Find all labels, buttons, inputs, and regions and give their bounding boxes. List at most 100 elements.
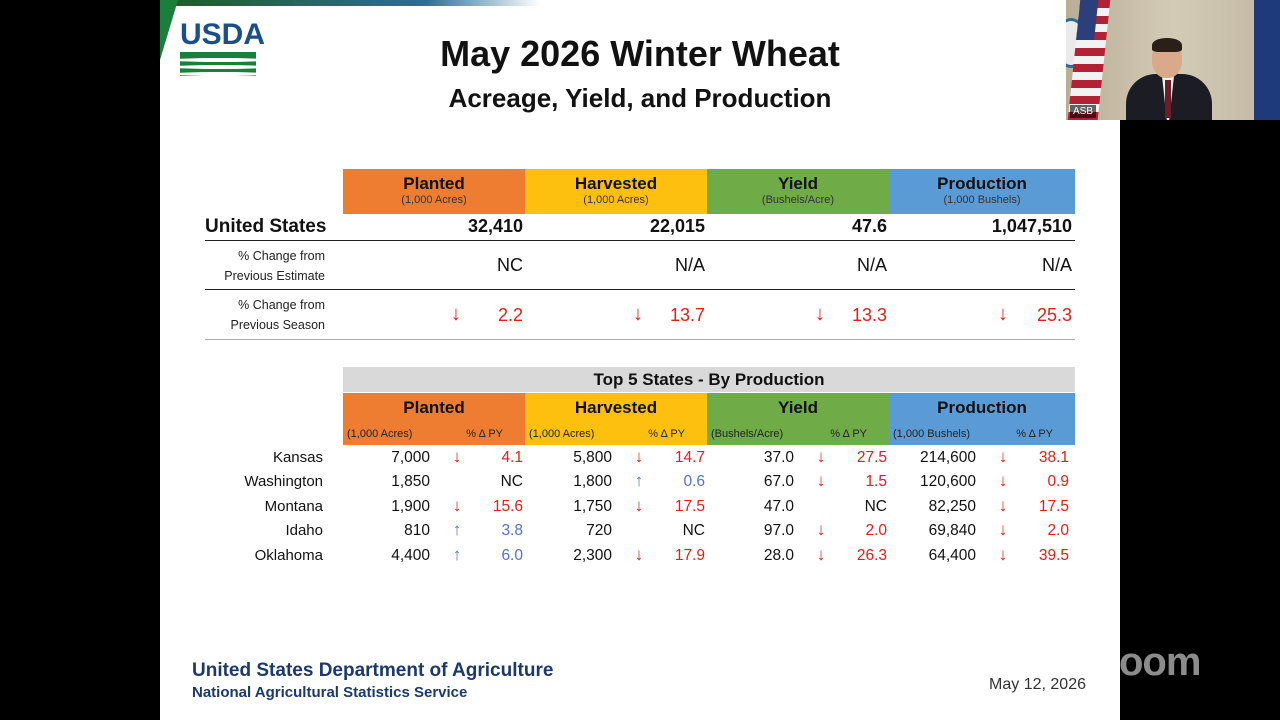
state-pct-change: 14.7	[674, 449, 705, 466]
presentation-slide: USDA May 2026 Winter Wheat Acreage, Yiel…	[160, 0, 1120, 720]
header-harvested: Harvested (1,000 Acres)	[525, 169, 707, 214]
state-pct-change: NC	[500, 473, 523, 490]
top5-header-planted: Planted (1,000 Acres) % Δ PY	[343, 393, 525, 445]
prev-estimate-label: % Change from Previous Estimate	[205, 246, 325, 286]
prev-estimate-label-line1: % Change from	[238, 249, 325, 263]
usda-logo-hills	[180, 52, 256, 76]
state-pct-change: 2.0	[1047, 522, 1069, 539]
prev-estimate-production: N/A	[1041, 255, 1072, 275]
state-value: 47.0	[763, 498, 794, 515]
us-production-value: 1,047,510	[991, 216, 1072, 236]
down-arrow-icon: ↓	[815, 303, 825, 325]
top5-yield-label: Yield	[778, 398, 818, 417]
state-name: Washington	[244, 473, 323, 490]
down-arrow-icon: ↓	[816, 545, 826, 564]
state-pct-change: 6.0	[501, 547, 523, 564]
header-planted: Planted (1,000 Acres)	[343, 169, 525, 214]
zoom-watermark: zoom	[1100, 640, 1201, 684]
state-pct-change: NC	[682, 522, 705, 539]
down-arrow-icon: ↓	[998, 520, 1008, 539]
us-row-label: United States	[205, 216, 327, 237]
down-arrow-icon: ↓	[452, 447, 462, 466]
state-pct-change: 15.6	[492, 498, 523, 515]
prev-estimate-harvested: N/A	[674, 255, 705, 275]
agency-flag	[1254, 0, 1280, 120]
state-value: 720	[586, 522, 612, 539]
header-harvested-unit: (1,000 Acres)	[583, 194, 649, 206]
state-pct-change: 17.5	[674, 498, 705, 515]
prev-season-yield: 13.3	[851, 305, 887, 325]
top5-planted-label: Planted	[403, 398, 465, 417]
us-yield-value: 47.6	[851, 216, 887, 236]
down-arrow-icon: ↓	[998, 545, 1008, 564]
up-arrow-icon: ↑	[634, 471, 644, 490]
state-name: Montana	[264, 498, 323, 515]
down-arrow-icon: ↓	[998, 471, 1008, 490]
state-pct-change: NC	[864, 498, 887, 515]
prev-season-production: 25.3	[1036, 305, 1072, 325]
top5-harvested-pct-label: % Δ PY	[648, 428, 685, 440]
state-pct-change: 17.5	[1038, 498, 1069, 515]
state-value: 1,850	[391, 473, 430, 490]
divider	[205, 289, 1075, 290]
state-pct-change: 26.3	[856, 547, 887, 564]
state-value: 1,750	[573, 498, 612, 515]
state-name: Kansas	[272, 449, 323, 466]
prev-estimate-planted: NC	[497, 255, 523, 275]
footer-agency: National Agricultural Statistics Service	[192, 684, 468, 701]
top-accent-bar	[160, 0, 540, 6]
prev-estimate-label-line2: Previous Estimate	[224, 269, 325, 283]
header-yield-unit: (Bushels/Acre)	[761, 194, 835, 206]
down-arrow-icon: ↓	[634, 496, 644, 515]
state-value: 4,400	[391, 547, 430, 564]
top5-yield-pct-label: % Δ PY	[830, 428, 867, 440]
header-production: Production (1,000 Bushels)	[889, 169, 1075, 214]
state-pct-change: 17.9	[674, 547, 705, 564]
state-value: 5,800	[573, 449, 612, 466]
state-pct-change: 39.5	[1038, 547, 1069, 564]
prev-season-label-line1: % Change from	[238, 298, 325, 312]
slide-subtitle: Acreage, Yield, and Production	[448, 83, 832, 113]
prev-season-label: % Change from Previous Season	[205, 295, 325, 335]
state-value: 28.0	[763, 547, 794, 564]
top5-production-label: Production	[937, 398, 1027, 417]
state-name: Oklahoma	[254, 547, 323, 564]
top5-header-harvested: Harvested (1,000 Acres) % Δ PY	[525, 393, 707, 445]
top5-header-production: Production (1,000 Bushels) % Δ PY	[889, 393, 1075, 445]
state-pct-change: 2.0	[865, 522, 887, 539]
slide-date: May 12, 2026	[989, 676, 1086, 693]
us-harvested-value: 22,015	[649, 216, 705, 236]
state-value: 69,840	[928, 522, 976, 539]
state-value: 67.0	[763, 473, 794, 490]
prev-season-label-line2: Previous Season	[230, 318, 325, 332]
participant-name-tag: ASB	[1070, 105, 1097, 118]
state-value: 82,250	[928, 498, 976, 515]
top5-harvested-unit: (1,000 Acres)	[529, 428, 595, 440]
state-value: 64,400	[928, 547, 976, 564]
top5-production-pct-label: % Δ PY	[1016, 428, 1053, 440]
down-arrow-icon: ↓	[634, 545, 644, 564]
slide-title: May 2026 Winter Wheat	[440, 33, 840, 74]
down-arrow-icon: ↓	[816, 471, 826, 490]
state-pct-change: 38.1	[1038, 449, 1069, 466]
top5-yield-unit: (Bushels/Acre)	[711, 428, 784, 440]
header-harvested-label: Harvested	[574, 174, 658, 193]
top5-title: Top 5 States - By Production	[343, 367, 1075, 392]
state-value: 37.0	[763, 449, 794, 466]
divider	[205, 240, 1075, 241]
speaker-video-tile[interactable]: ASB	[1066, 0, 1280, 120]
down-arrow-icon: ↓	[634, 447, 644, 466]
state-pct-change: 4.1	[501, 449, 523, 466]
state-value: 97.0	[763, 522, 794, 539]
state-value: 214,600	[919, 449, 976, 466]
prev-estimate-yield: N/A	[856, 255, 887, 275]
down-arrow-icon: ↓	[816, 447, 826, 466]
header-production-unit: (1,000 Bushels)	[943, 194, 1021, 206]
speaker-tie	[1165, 80, 1171, 118]
speaker-hair	[1152, 38, 1182, 52]
down-arrow-icon: ↓	[816, 520, 826, 539]
down-arrow-icon: ↓	[633, 303, 643, 325]
down-arrow-icon: ↓	[998, 496, 1008, 515]
state-pct-change: 0.6	[683, 473, 705, 490]
up-arrow-icon: ↑	[452, 545, 462, 564]
